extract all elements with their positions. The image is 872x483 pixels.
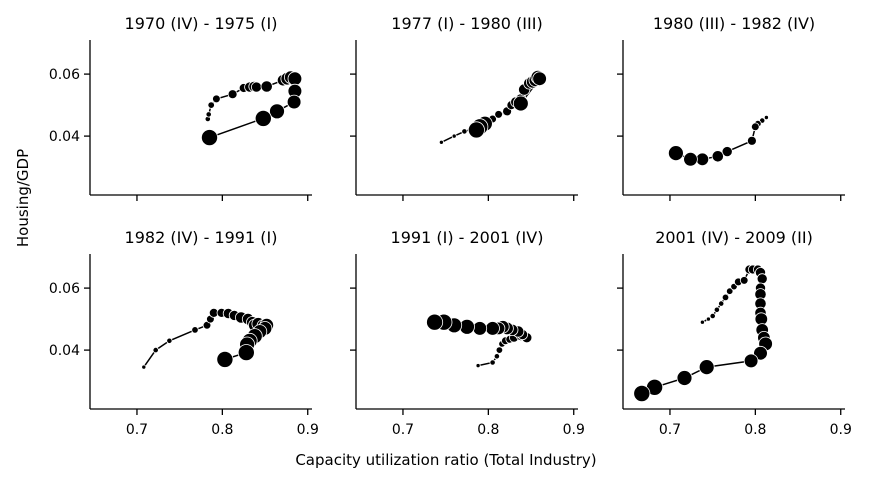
y-tick-label: 0.04 xyxy=(49,129,80,145)
data-point xyxy=(739,276,749,285)
data-point xyxy=(668,145,684,162)
data-point xyxy=(750,122,760,132)
x-axis-label: Capacity utilization ratio (Total Indust… xyxy=(295,451,596,469)
data-point xyxy=(286,94,302,110)
x-tick-label: 0.8 xyxy=(744,422,766,438)
panel-2: 1977 (I) - 1980 (III) xyxy=(350,14,578,201)
data-point xyxy=(676,370,693,386)
panel-title: 1977 (I) - 1980 (III) xyxy=(391,14,542,33)
data-point xyxy=(254,109,272,127)
y-axis-label: Housing/GDP xyxy=(14,149,32,247)
panel-6: 2001 (IV) - 2009 (II) 0.7 0.8 0.9 xyxy=(617,228,852,438)
panels: 1970 (IV) - 1975 (I) 0.04 0.06 1977 (I) - 1… xyxy=(49,14,852,438)
data-point xyxy=(532,71,547,86)
data-point xyxy=(512,95,529,112)
data-point xyxy=(250,81,262,93)
data-point xyxy=(695,152,710,167)
data-point xyxy=(743,353,759,369)
data-point xyxy=(467,121,485,139)
data-point xyxy=(287,71,303,86)
data-point xyxy=(472,321,488,336)
data-point xyxy=(756,273,768,285)
data-point xyxy=(711,150,724,163)
data-point xyxy=(721,293,730,302)
panel-title: 1991 (I) - 2001 (IV) xyxy=(391,228,544,247)
data-point xyxy=(726,287,734,295)
data-point xyxy=(495,346,504,354)
panel-4: 1982 (IV) - 1991 (I) 0.04 0.06 0.7 0.8 0.9 xyxy=(49,228,319,438)
data-point xyxy=(713,306,721,313)
data-point xyxy=(475,363,481,369)
data-point xyxy=(698,359,715,376)
data-point xyxy=(494,110,503,119)
panel-title: 1980 (III) - 1982 (IV) xyxy=(653,14,815,33)
data-point xyxy=(633,384,651,402)
data-point xyxy=(227,89,238,100)
data-point xyxy=(747,135,757,146)
series-line xyxy=(641,268,767,395)
panel-3: 1980 (III) - 1982 (IV) xyxy=(617,14,845,201)
panel-title: 1982 (IV) - 1991 (I) xyxy=(125,228,278,247)
data-point xyxy=(718,300,725,307)
panel-title: 1970 (IV) - 1975 (I) xyxy=(125,14,278,33)
data-point xyxy=(216,350,234,368)
data-point xyxy=(461,128,468,135)
data-point xyxy=(191,326,199,334)
data-point xyxy=(721,146,733,158)
data-point xyxy=(152,346,159,354)
panel-title: 2001 (IV) - 2009 (II) xyxy=(655,228,813,247)
data-point xyxy=(485,321,500,336)
data-point xyxy=(166,337,173,344)
data-point xyxy=(207,101,215,109)
data-point xyxy=(237,344,255,362)
data-point xyxy=(763,115,769,121)
data-point xyxy=(141,364,147,370)
x-tick-label: 0.9 xyxy=(297,422,319,438)
x-tick-label: 0.7 xyxy=(392,422,414,438)
data-point xyxy=(269,103,285,120)
y-tick-label: 0.04 xyxy=(49,343,80,359)
data-point xyxy=(683,152,698,167)
data-point xyxy=(260,80,273,93)
x-tick-label: 0.9 xyxy=(563,422,585,438)
x-tick-label: 0.8 xyxy=(211,422,233,438)
y-tick-label: 0.06 xyxy=(49,67,80,83)
data-point xyxy=(709,312,716,320)
x-tick-label: 0.7 xyxy=(126,422,148,438)
data-point xyxy=(489,359,496,366)
data-point xyxy=(451,133,457,139)
panel-1: 1970 (IV) - 1975 (I) 0.04 0.06 xyxy=(49,14,312,201)
data-point xyxy=(200,129,218,147)
data-point xyxy=(493,353,500,360)
data-point xyxy=(212,94,221,104)
panel-5: 1991 (I) - 2001 (IV) 0.7 0.8 0.9 xyxy=(350,228,585,438)
data-point xyxy=(699,319,705,325)
x-tick-label: 0.7 xyxy=(659,422,681,438)
data-point xyxy=(705,316,711,322)
x-tick-label: 0.9 xyxy=(830,422,852,438)
data-point xyxy=(426,313,444,331)
x-tick-label: 0.8 xyxy=(477,422,499,438)
data-point xyxy=(438,139,444,145)
y-tick-label: 0.06 xyxy=(49,281,80,297)
data-point xyxy=(205,111,212,118)
data-point xyxy=(753,345,768,361)
